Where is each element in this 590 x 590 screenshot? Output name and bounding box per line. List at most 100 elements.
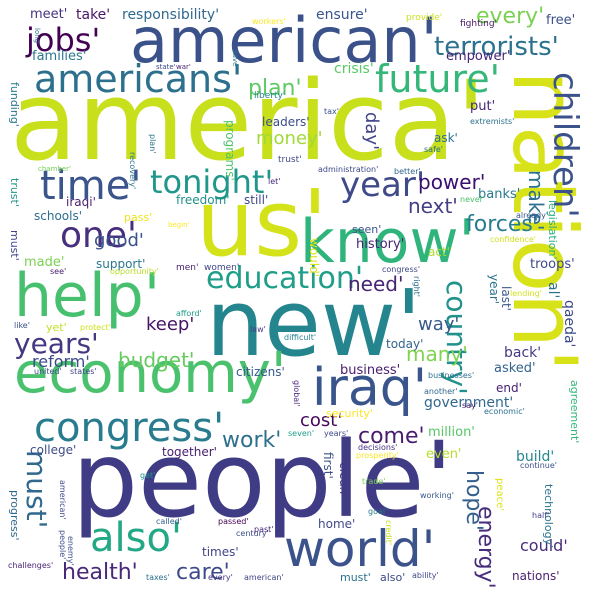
word-could: could' (520, 536, 568, 555)
word-one: one' (60, 215, 137, 256)
word-see: see' (50, 267, 67, 276)
word-cost: cost' (300, 410, 343, 431)
word-american: american' (130, 4, 438, 77)
word-would: would' (307, 238, 321, 278)
word-even: even' (426, 447, 462, 462)
word-credit: credit' (384, 520, 393, 546)
word-made: made' (24, 255, 65, 270)
word-support: support' (96, 257, 146, 271)
word-women: women' (204, 263, 240, 273)
word-save: save' (231, 50, 239, 69)
word-already: already' (516, 211, 549, 220)
word-ensure: ensure' (316, 7, 368, 23)
word-chamber: chamber' (38, 165, 71, 173)
word-progress: progress' (8, 490, 21, 541)
word-also-small: also' (380, 571, 406, 584)
word-also: also' (90, 515, 182, 561)
word-power: power' (418, 170, 486, 194)
word-ability: ability' (412, 571, 439, 580)
word-called: called' (156, 517, 182, 526)
word-safe: safe' (424, 145, 444, 154)
word-many: many' (406, 342, 468, 366)
word-americans: americans' (34, 57, 243, 101)
word-funding: funding' (8, 82, 21, 127)
word-future: future' (375, 57, 501, 101)
word-goal: goal' (368, 507, 388, 516)
word-past: past' (254, 525, 274, 534)
word-iraqi: iraqi' (66, 195, 96, 209)
word-trust-small: trust' (278, 155, 302, 165)
word-help: help' (14, 261, 161, 331)
word-good: good' (94, 230, 144, 251)
word-troops: troops' (530, 257, 575, 272)
word-america: america' (10, 57, 487, 185)
word-keep: keep' (146, 314, 195, 335)
word-protect: protect' (80, 323, 111, 332)
word-first: first' (321, 452, 335, 479)
word-act: act' (428, 245, 450, 259)
word-economy: economy' (14, 341, 287, 406)
word-freedom: freedom' (176, 193, 230, 207)
word-home: home' (318, 517, 356, 531)
word-business: business' (340, 363, 401, 378)
word-us: us' (196, 170, 328, 277)
word-another: another' (424, 387, 458, 396)
word-education: education' (206, 261, 364, 296)
word-nations: nations' (512, 569, 560, 583)
word-century: century' (236, 529, 269, 538)
word-yet: yet' (46, 321, 67, 334)
word-next: next' (408, 194, 458, 218)
word-businesses: businesses' (428, 371, 475, 380)
word-citizens: citizens' (236, 365, 285, 379)
word-every-small: every' (208, 573, 233, 582)
word-iraq: iraq' (312, 358, 427, 418)
word-peace: peace' (494, 478, 505, 512)
word-tax: tax' (324, 107, 339, 116)
word-half: half' (532, 511, 550, 520)
word-tonight: tonight' (150, 163, 274, 201)
word-still: still' (244, 193, 269, 207)
word-times: times' (202, 545, 239, 559)
word-plan-small: plan' (148, 134, 157, 154)
word-day: day' (361, 112, 382, 151)
word-passed: passed' (218, 517, 249, 526)
word-workers: workers' (252, 17, 286, 26)
word-reform: reform' (32, 352, 90, 371)
word-world: world' (284, 520, 436, 578)
word-put: put' (470, 99, 496, 114)
word-people: people' (72, 419, 454, 541)
word-leaders: leaders' (262, 115, 310, 129)
word-government: government' (424, 395, 514, 411)
word-lending: lending' (510, 289, 542, 298)
word-seven: seven' (288, 429, 315, 438)
word-years-small: years' (324, 429, 349, 438)
word-every: every' (476, 4, 545, 29)
word-united: united' (34, 367, 62, 376)
word-jobs: jobs' (26, 21, 101, 59)
word-ask: ask' (434, 131, 458, 145)
word-responsibility: responsibility' (122, 7, 220, 23)
word-al: al' (545, 282, 561, 299)
word-must: must' (20, 450, 53, 529)
word-economic: economic' (484, 407, 525, 416)
word-extremists: extremists' (470, 117, 515, 126)
word-care: care' (176, 560, 230, 585)
word-must-vertical: must' (8, 230, 21, 261)
word-college: college' (30, 443, 77, 457)
word-challenges: challenges' (8, 561, 54, 570)
word-year-small: year' (487, 274, 501, 305)
word-working: working' (420, 491, 454, 500)
word-congress: congress' (34, 405, 225, 451)
word-continue: continue' (520, 461, 557, 470)
word-afford: afford' (176, 309, 202, 318)
word-need: need' (348, 272, 404, 296)
word-together: together' (162, 445, 217, 459)
word-must-small: must' (340, 571, 371, 584)
word-qaeda: qaeda' (561, 300, 577, 348)
word-come: come' (358, 424, 425, 449)
word-meet: meet' (30, 7, 68, 22)
word-congress-small: congress' (382, 265, 421, 274)
word-work: work' (222, 428, 282, 453)
word-know: know' (300, 207, 476, 277)
